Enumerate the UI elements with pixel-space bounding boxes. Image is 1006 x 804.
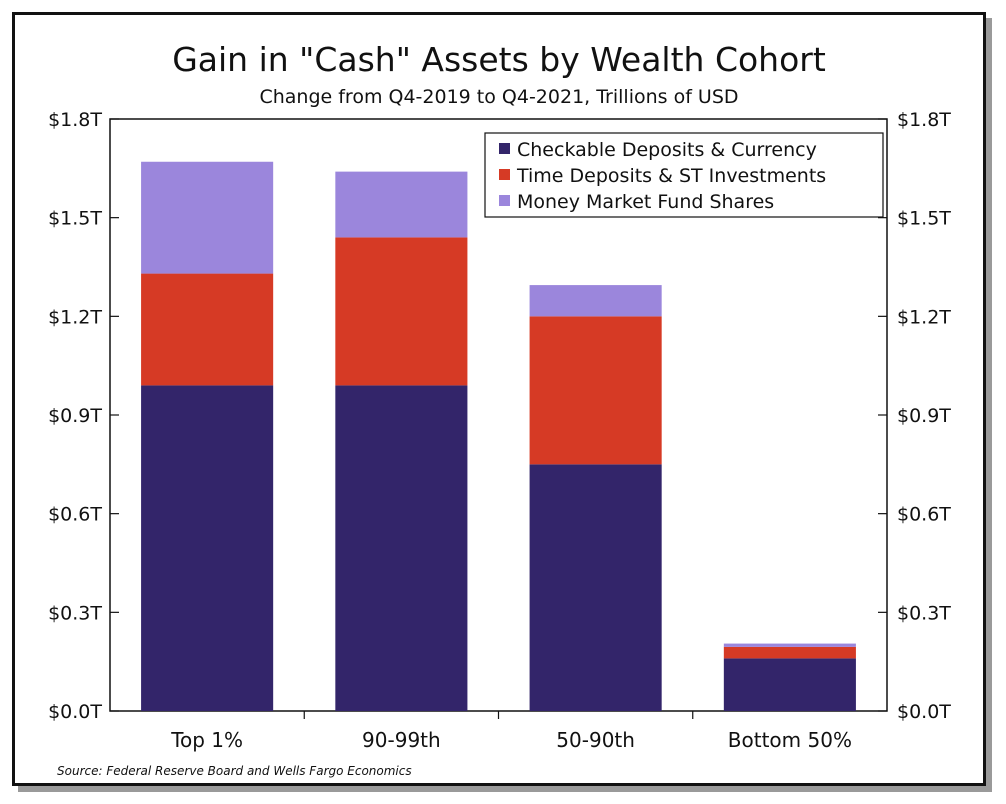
bar-segment [141, 385, 274, 711]
y-tick-label-right: $0.6T [897, 504, 951, 526]
y-tick-label-right: $1.2T [897, 306, 951, 328]
y-tick-label-right: $0.9T [897, 405, 951, 427]
legend-swatch [499, 195, 510, 206]
bar-segment [335, 237, 468, 386]
y-tick-label-right: $0.3T [897, 602, 951, 624]
y-tick-label-left: $0.9T [48, 405, 102, 427]
chart-frame: Gain in "Cash" Assets by Wealth Cohort C… [12, 12, 986, 786]
bar-segment [529, 316, 662, 465]
y-tick-label-left: $1.5T [48, 208, 102, 230]
bar-segment [141, 161, 274, 274]
bar-segment [723, 658, 856, 711]
bar-segment [529, 285, 662, 317]
bar-segment [529, 464, 662, 711]
x-category-label: 50-90th [556, 728, 635, 752]
bar-segment [335, 385, 468, 711]
legend-swatch [499, 143, 510, 154]
legend-label: Checkable Deposits & Currency [517, 139, 817, 161]
legend-box [484, 132, 884, 218]
y-tick-label-left: $1.8T [48, 109, 102, 131]
chart-title: Gain in "Cash" Assets by Wealth Cohort [172, 40, 826, 79]
source-note: Source: Federal Reserve Board and Wells … [57, 764, 412, 778]
legend-label: Money Market Fund Shares [517, 191, 774, 213]
x-category-label: Bottom 50% [728, 728, 852, 752]
bar-segment [335, 171, 468, 238]
chart-subtitle: Change from Q4-2019 to Q4-2021, Trillion… [259, 86, 738, 108]
legend: Checkable Deposits & Currency Time Deposi… [484, 132, 884, 218]
plot-area: $0.0T $0.0T $0.3T $0.3T $0.6T $0.6T $0.9T $0.9T… [48, 109, 951, 752]
y-tick-label-left: $0.6T [48, 504, 102, 526]
x-category-label: 90-99th [362, 728, 441, 752]
chart-svg: Gain in "Cash" Assets by Wealth Cohort C… [48, 40, 951, 778]
y-tick-label-right: $1.5T [897, 208, 951, 230]
y-tick-label-left: $0.3T [48, 602, 102, 624]
bar-segment [723, 646, 856, 659]
y-tick-label-left: $1.2T [48, 306, 102, 328]
x-category-label: Top 1% [170, 728, 243, 752]
bar-segment [723, 643, 856, 647]
legend-label: Time Deposits & ST Investments [516, 165, 826, 187]
y-tick-label-right: $0.0T [897, 701, 951, 723]
y-tick-label-left: $0.0T [48, 701, 102, 723]
bar-segment [141, 273, 274, 386]
y-tick-label-right: $1.8T [897, 109, 951, 131]
legend-swatch [499, 169, 510, 180]
